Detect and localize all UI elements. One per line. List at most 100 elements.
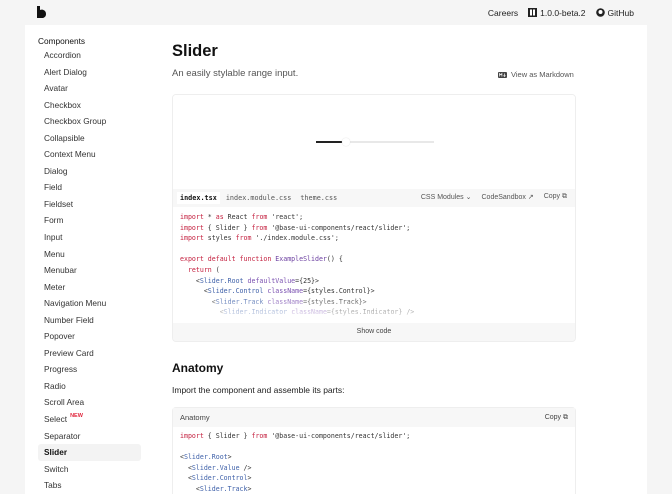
copy-icon: ⧉ xyxy=(562,193,567,200)
sidebar-item-label: Slider xyxy=(44,447,68,458)
sidebar-item-label: Menu xyxy=(44,248,65,259)
sidebar-item-label: Meter xyxy=(44,281,66,292)
sidebar-item-label: Alert Dialog xyxy=(44,66,87,77)
anatomy-label: Anatomy xyxy=(180,413,210,422)
markdown-link-label: View as Markdown xyxy=(511,70,574,79)
sidebar-item-label: Context Menu xyxy=(44,149,96,160)
sidebar-item-form[interactable]: Form xyxy=(38,212,148,229)
sidebar-item-label: Collapsible xyxy=(44,132,85,143)
copy-button[interactable]: Copy ⧉ xyxy=(544,193,567,201)
sidebar-item-checkbox-group[interactable]: Checkbox Group xyxy=(38,113,148,130)
github-label: GitHub xyxy=(607,7,634,18)
code-block: import * as React from 'react'; import {… xyxy=(173,207,575,323)
codesandbox-button[interactable]: CodeSandbox ↗ xyxy=(482,193,534,201)
page-title: Slider xyxy=(172,42,218,60)
sidebar-item-label: Accordion xyxy=(44,50,81,60)
version-link[interactable]: 1.0.0-beta.2 xyxy=(528,7,586,18)
sidebar-item-radio[interactable]: Radio xyxy=(38,378,148,395)
sidebar-item-label: Progress xyxy=(44,364,78,375)
anatomy-heading: Anatomy xyxy=(172,361,224,375)
css-modules-select[interactable]: CSS Modules ⌄ xyxy=(421,193,472,201)
copy-icon: ⧉ xyxy=(563,414,568,421)
show-code-button[interactable]: Show code xyxy=(173,323,575,341)
page-subtitle: An easily stylable range input. xyxy=(172,68,299,79)
sidebar-item-label: Input xyxy=(44,232,63,243)
logo-icon[interactable] xyxy=(37,6,46,18)
sidebar-item-alert-dialog[interactable]: Alert Dialog xyxy=(38,64,148,81)
sidebar-item-slider[interactable]: Slider xyxy=(38,444,141,461)
sidebar-item-avatar[interactable]: Avatar xyxy=(38,80,148,97)
copy-label: Copy xyxy=(544,414,562,421)
sidebar-item-fieldset[interactable]: Fieldset xyxy=(38,196,148,213)
sidebar-item-label: Checkbox Group xyxy=(44,116,107,127)
anatomy-copy-button[interactable]: Copy ⧉ xyxy=(545,408,568,427)
github-link[interactable]: GitHub xyxy=(595,7,634,18)
sidebar-item-label: Form xyxy=(44,215,64,226)
sidebar-item-label: Fieldset xyxy=(44,198,74,209)
external-link-icon: ↗ xyxy=(527,194,534,201)
sidebar-item-input[interactable]: Input xyxy=(38,229,148,246)
sidebar-item-label: Menubar xyxy=(44,265,77,276)
slider-indicator xyxy=(316,141,346,143)
slider-track[interactable] xyxy=(316,138,434,146)
sidebar-item-label: Radio xyxy=(44,380,66,391)
sidebar-item-tabs[interactable]: Tabs xyxy=(38,477,148,494)
sidebar-item-progress[interactable]: Progress xyxy=(38,361,148,378)
codesandbox-label: CodeSandbox xyxy=(481,194,526,201)
sidebar-item-label: Tabs xyxy=(44,480,62,491)
sidebar-item-label: Scroll Area xyxy=(44,397,85,408)
sidebar-item-field[interactable]: Field xyxy=(38,179,148,196)
sidebar-item-label: Popover xyxy=(44,331,75,342)
sidebar: Components Accordion Alert Dialog Avatar Ch… xyxy=(38,36,148,494)
anatomy-code: import { Slider } from '@base-ui-compone… xyxy=(173,427,575,494)
sidebar-item-label: Navigation Menu xyxy=(44,298,107,309)
sidebar-item-separator[interactable]: Separator xyxy=(38,428,148,445)
sidebar-item-popover[interactable]: Popover xyxy=(38,328,148,345)
sidebar-item-scroll-area[interactable]: Scroll Area xyxy=(38,394,148,411)
careers-link[interactable]: Careers xyxy=(487,7,519,18)
sidebar-item-label: Avatar xyxy=(44,83,68,94)
sidebar-item-navigation-menu[interactable]: Navigation Menu xyxy=(38,295,148,312)
sidebar-item-menu[interactable]: Menu xyxy=(38,246,148,263)
sidebar-item-label: Dialog xyxy=(44,165,68,176)
tab-index-module-css[interactable]: index.module.css xyxy=(225,194,292,202)
copy-label: Copy xyxy=(543,193,561,200)
version-label: 1.0.0-beta.2 xyxy=(540,7,586,18)
sidebar-item-checkbox[interactable]: Checkbox xyxy=(38,97,148,114)
anatomy-code-header: Anatomy Copy ⧉ xyxy=(173,408,575,427)
new-badge: NEW xyxy=(70,413,83,420)
anatomy-intro: Import the component and assemble its pa… xyxy=(172,385,345,395)
sidebar-item-meter[interactable]: Meter xyxy=(38,279,148,296)
view-as-markdown-link[interactable]: View as Markdown xyxy=(498,70,574,79)
sidebar-item-menubar[interactable]: Menubar xyxy=(38,262,148,279)
top-header: Careers 1.0.0-beta.2 GitHub xyxy=(0,0,672,25)
sidebar-item-collapsible[interactable]: Collapsible xyxy=(38,130,148,147)
tab-index-tsx[interactable]: index.tsx xyxy=(177,192,220,204)
sidebar-item-context-menu[interactable]: Context Menu xyxy=(38,146,148,163)
github-icon xyxy=(595,8,605,17)
sidebar-item-label: Field xyxy=(44,182,62,193)
anatomy-block: Anatomy Copy ⧉ import { Slider } from '@b… xyxy=(172,407,576,494)
book-icon xyxy=(528,8,538,17)
sidebar-item-preview-card[interactable]: Preview Card xyxy=(38,345,148,362)
sidebar-item-switch[interactable]: Switch xyxy=(38,461,148,478)
sidebar-item-label: Number Field xyxy=(44,314,94,325)
sidebar-item-label: Switch xyxy=(44,463,69,474)
sidebar-item-label: Select xyxy=(44,414,68,425)
sidebar-item-dialog[interactable]: Dialog xyxy=(38,163,148,180)
css-select-label: CSS Modules xyxy=(420,194,464,201)
sidebar-item-label: Separator xyxy=(44,430,81,441)
markdown-icon xyxy=(498,71,507,78)
sidebar-heading: Components xyxy=(38,36,86,46)
sidebar-item-select[interactable]: Select NEW xyxy=(38,411,148,428)
chevron-down-icon: ⌄ xyxy=(465,194,472,201)
demo-block: index.tsx index.module.css theme.css CSS… xyxy=(172,94,576,342)
code-tabs: index.tsx index.module.css theme.css CSS… xyxy=(173,189,575,207)
tab-theme-css[interactable]: theme.css xyxy=(300,194,338,202)
demo-preview xyxy=(173,95,575,189)
sidebar-item-number-field[interactable]: Number Field xyxy=(38,312,148,329)
slider-thumb[interactable] xyxy=(341,138,350,146)
sidebar-item-label: Checkbox xyxy=(44,99,81,110)
sidebar-item-accordion[interactable]: Accordion xyxy=(38,47,148,64)
sidebar-item-label: Preview Card xyxy=(44,347,94,358)
